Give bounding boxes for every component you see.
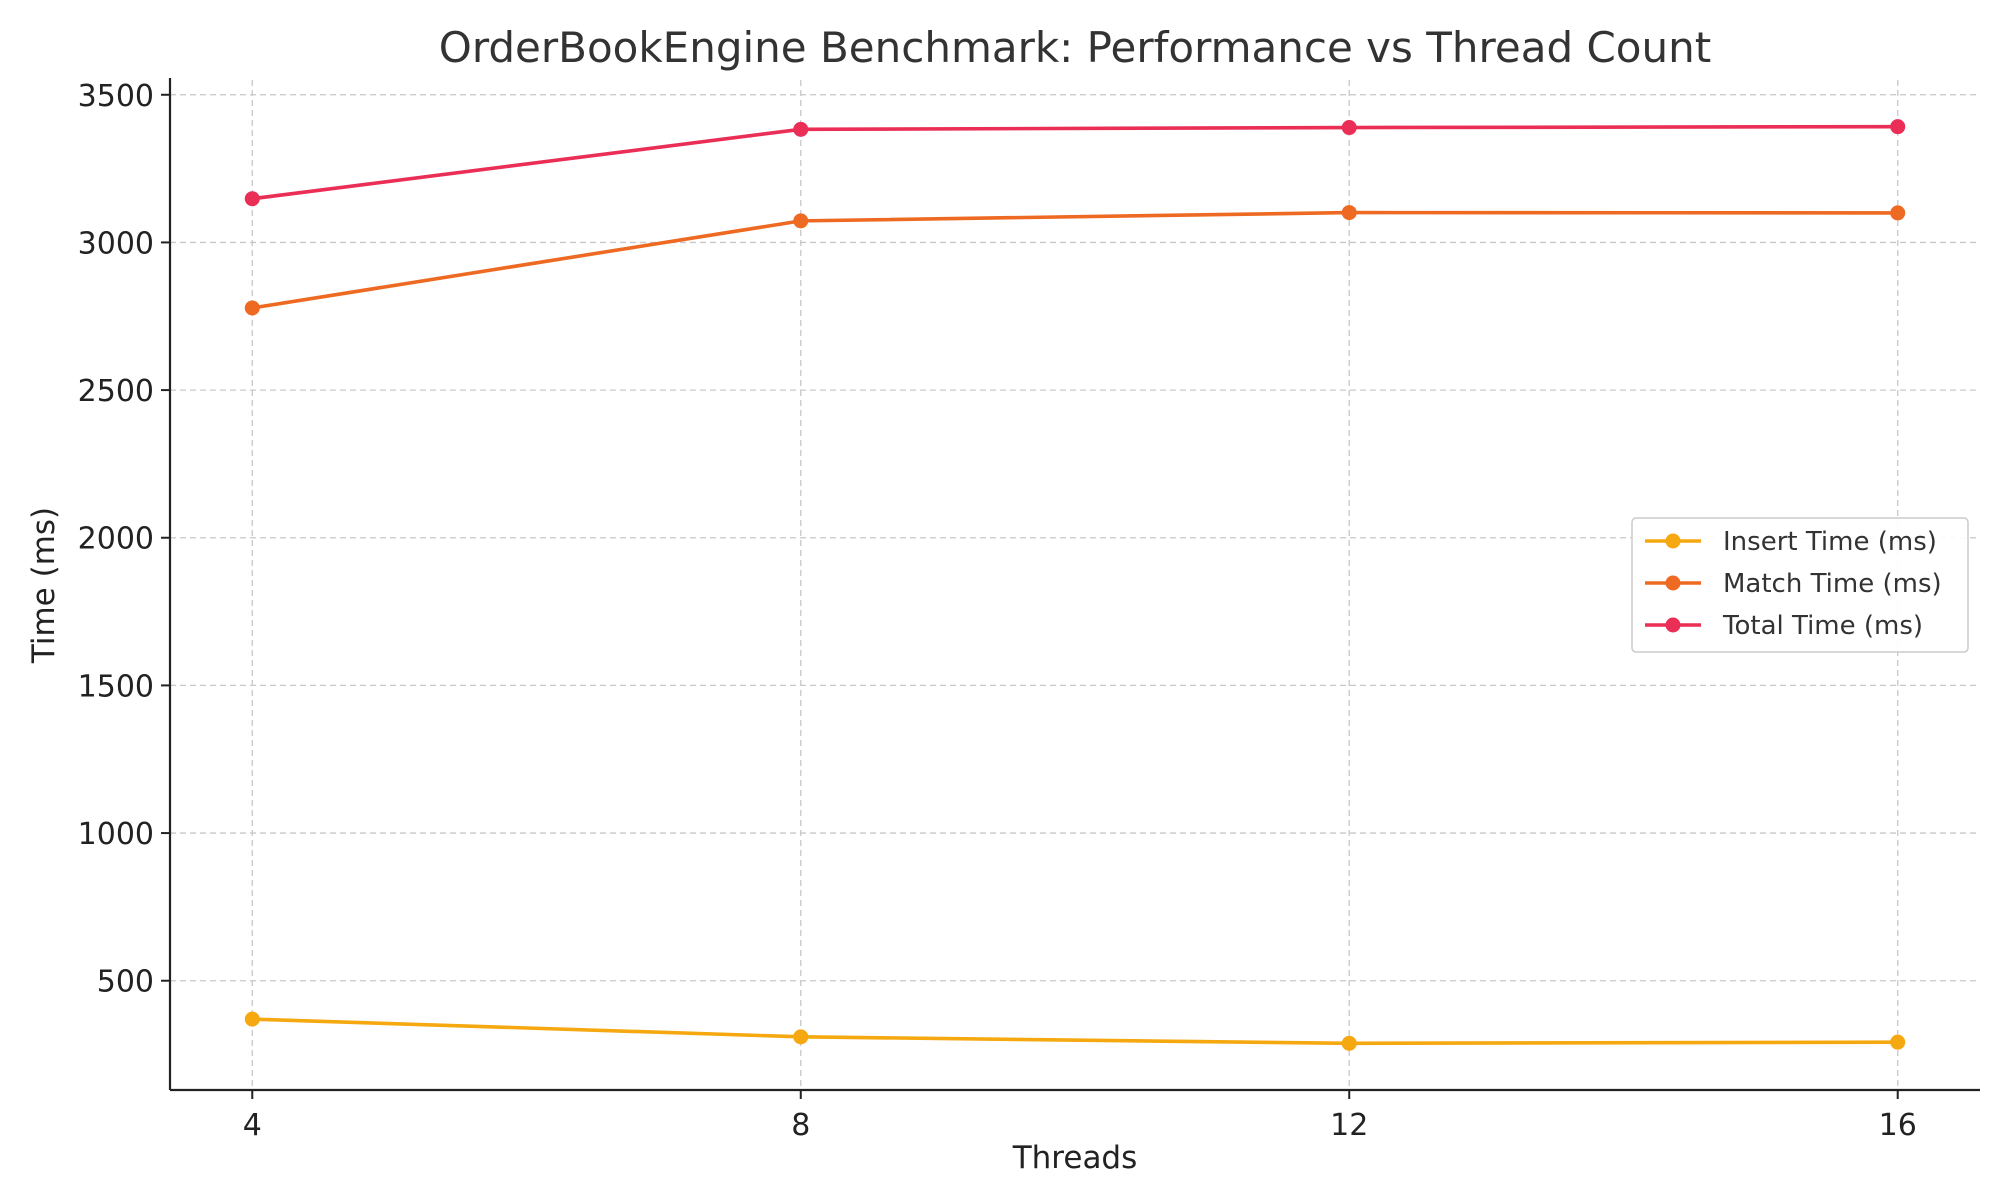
x-axis-label: Threads	[1012, 1140, 1138, 1176]
axes	[168, 78, 1980, 1092]
ticks: 4 8 12 16 500 1000 1500 2000 2500 3000 3500	[78, 79, 1917, 1143]
series-insert-time-ms	[244, 1011, 1906, 1051]
data-point-total-time-ms	[793, 121, 809, 137]
series-total-time-ms	[244, 119, 1906, 207]
y-tick-label: 3500	[78, 79, 154, 114]
data-point-total-time-ms	[1341, 120, 1357, 136]
data-point-insert-time-ms	[244, 1011, 260, 1027]
y-tick-label: 2500	[78, 374, 154, 409]
legend-marker	[1665, 533, 1681, 549]
data-point-total-time-ms	[244, 191, 260, 207]
data-point-match-time-ms	[1890, 205, 1906, 221]
x-tick-label: 16	[1879, 1108, 1917, 1143]
legend-entry: Total Time (ms)	[1645, 611, 1923, 641]
data-point-insert-time-ms	[1341, 1035, 1357, 1051]
y-tick-label: 500	[97, 965, 154, 1000]
y-tick-label: 1000	[78, 817, 154, 852]
data-point-total-time-ms	[1890, 119, 1906, 135]
data-point-insert-time-ms	[793, 1029, 809, 1045]
x-tick-label: 4	[243, 1108, 262, 1143]
y-axis-label: Time (ms)	[26, 507, 62, 664]
series-line-match-time-ms	[250, 210, 1900, 310]
legend-label: Match Time (ms)	[1723, 569, 1942, 599]
data-point-insert-time-ms	[1890, 1034, 1906, 1050]
legend-label: Total Time (ms)	[1722, 611, 1923, 641]
series-match-time-ms	[244, 205, 1906, 316]
legend-items: Insert Time (ms) Match Time (ms) Total Tim…	[1645, 527, 1942, 641]
legend-entry: Match Time (ms)	[1645, 569, 1942, 599]
data-point-match-time-ms	[1341, 205, 1357, 221]
series-line-total-time-ms	[250, 124, 1900, 201]
y-tick-label: 1500	[78, 669, 154, 704]
chart-title: OrderBookEngine Benchmark: Performance v…	[439, 23, 1711, 72]
data-point-match-time-ms	[793, 213, 809, 229]
legend-marker	[1665, 575, 1681, 591]
series-line-insert-time-ms	[250, 1017, 1900, 1046]
series-group	[244, 119, 1906, 1051]
data-point-match-time-ms	[244, 300, 260, 316]
legend-marker	[1665, 617, 1681, 633]
x-tick-label: 12	[1330, 1108, 1368, 1143]
legend-entry: Insert Time (ms)	[1645, 527, 1937, 557]
legend-box	[1631, 517, 1969, 653]
legend-label: Insert Time (ms)	[1723, 527, 1937, 557]
y-tick-label: 2000	[78, 522, 154, 557]
legend: Insert Time (ms) Match Time (ms) Total Tim…	[1631, 517, 1969, 653]
x-tick-label: 8	[791, 1108, 810, 1143]
y-tick-label: 3000	[78, 226, 154, 261]
